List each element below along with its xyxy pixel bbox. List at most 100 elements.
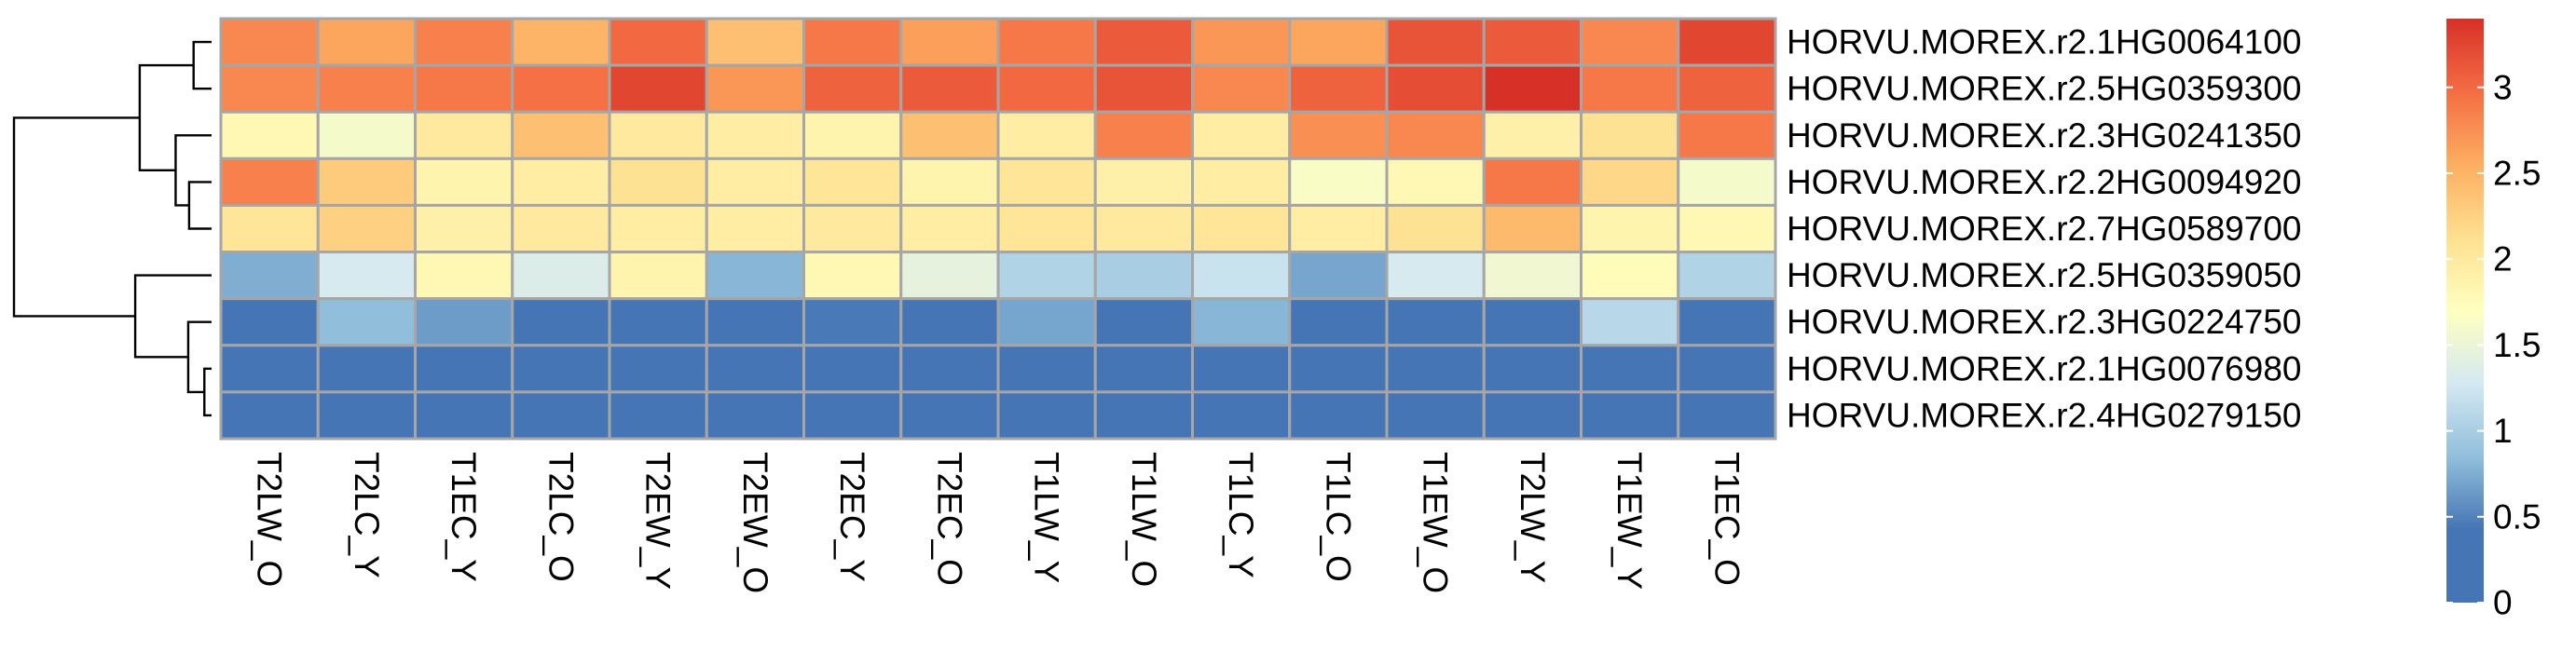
heatmap-cell [1385, 203, 1486, 254]
heatmap-cell [996, 156, 1097, 207]
heatmap-cell [1677, 156, 1777, 207]
legend-tick-label: 1.5 [2493, 326, 2541, 364]
heatmap-cell [705, 17, 805, 67]
heatmap-cell [802, 251, 903, 301]
column-label: T1EW_O [1417, 452, 1455, 593]
heatmap-cell [219, 17, 320, 67]
heatmap-cell [996, 344, 1097, 394]
heatmap-cell [316, 110, 417, 160]
heatmap-cell [608, 344, 708, 394]
heatmap-cell [1093, 17, 1194, 67]
heatmap-cell [511, 156, 611, 207]
dendrogram-branch [174, 134, 212, 207]
heatmap-cell [1482, 203, 1583, 254]
heatmap-cell [802, 156, 903, 207]
row-labels: HORVU.MOREX.r2.1HG0064100 HORVU.MOREX.r2.… [1787, 23, 2302, 435]
heatmap-cell [608, 17, 708, 67]
heatmap-cell [1580, 63, 1680, 114]
heatmap-cell [1288, 63, 1389, 114]
heatmap-cell [1677, 110, 1777, 160]
heatmap-cell [899, 251, 1000, 301]
column-label: T2EW_Y [639, 452, 678, 590]
legend-tick-label: 1 [2493, 412, 2513, 450]
heatmap-cell [1385, 390, 1486, 441]
heatmap-cell [608, 63, 708, 114]
heatmap-cell [414, 251, 514, 301]
heatmap-cell [1288, 17, 1389, 67]
heatmap-cell [705, 156, 805, 207]
dendrogram-branch [203, 367, 212, 417]
column-label: T2LW_O [251, 452, 289, 587]
dendrogram-branch [12, 116, 140, 318]
heatmap-cell [996, 63, 1097, 114]
heatmap-cell [1093, 390, 1194, 441]
heatmap-cell [219, 297, 320, 347]
heatmap-cell [414, 390, 514, 441]
heatmap-cell [414, 17, 514, 67]
heatmap-cell [1580, 390, 1680, 441]
heatmap-cell [511, 390, 611, 441]
column-label: T1LC_Y [1222, 452, 1260, 578]
heatmap-cell [1288, 203, 1389, 254]
heatmap-cell [511, 344, 611, 394]
row-label: HORVU.MOREX.r2.3HG0224750 [1787, 303, 2302, 341]
heatmap-cell [802, 110, 903, 160]
legend-tick-label: 0 [2493, 584, 2513, 622]
heatmap-cell [1191, 110, 1292, 160]
heatmap-cell [705, 203, 805, 254]
heatmap-cell [1191, 156, 1292, 207]
heatmap-cell [1482, 297, 1583, 347]
heatmap-cell [1093, 251, 1194, 301]
heatmap-cell [899, 17, 1000, 67]
dendrogram-branch [133, 274, 212, 359]
heatmap-cell [608, 251, 708, 301]
heatmap-cell [802, 63, 903, 114]
heatmap-cell [316, 17, 417, 67]
heatmap-cell [1288, 297, 1389, 347]
heatmap-cell [219, 63, 320, 114]
heatmap-cell [608, 110, 708, 160]
heatmap-cell [899, 344, 1000, 394]
row-label: HORVU.MOREX.r2.5HG0359050 [1787, 256, 2302, 294]
heatmap-cell [1385, 156, 1486, 207]
column-label: T2LC_Y [348, 452, 386, 578]
column-label: T1EC_Y [445, 452, 483, 582]
heatmap-cell [414, 156, 514, 207]
heatmap-cell [1580, 110, 1680, 160]
heatmap-cell [316, 251, 417, 301]
heatmap-cell [1580, 297, 1680, 347]
heatmap-cell [996, 110, 1097, 160]
heatmap-cell [219, 251, 320, 301]
heatmap-cell [1191, 390, 1292, 441]
heatmap-cell [899, 63, 1000, 114]
heatmap-cell [608, 297, 708, 347]
heatmap-cell [1677, 251, 1777, 301]
heatmap-cell [996, 390, 1097, 441]
heatmap-cell [1580, 203, 1680, 254]
heatmap-cell [1482, 344, 1583, 394]
heatmap-cell [1482, 156, 1583, 207]
dendrogram-branch [138, 63, 194, 172]
heatmap-cell [1677, 297, 1777, 347]
heatmap-cell [1677, 203, 1777, 254]
row-label: HORVU.MOREX.r2.7HG0589700 [1787, 210, 2302, 248]
heatmap-cell [1093, 63, 1194, 114]
legend-tick-label: 2 [2493, 240, 2513, 278]
heatmap-cell [1677, 17, 1777, 67]
column-label: T2EC_O [930, 452, 968, 586]
heatmap-cell [1385, 110, 1486, 160]
heatmap-cell [511, 297, 611, 347]
heatmap-cell [1288, 390, 1389, 441]
heatmap-cell [608, 203, 708, 254]
heatmap-cell [316, 344, 417, 394]
legend-tick-label: 2.5 [2493, 154, 2541, 192]
legend-tick-label: 3 [2493, 68, 2513, 106]
heatmap-cell [414, 297, 514, 347]
dendrogram-branch [187, 181, 212, 230]
row-label: HORVU.MOREX.r2.4HG0279150 [1787, 396, 2302, 434]
column-label: T1LW_O [1125, 452, 1163, 587]
heatmap-cell [899, 297, 1000, 347]
column-label: T1LC_O [1319, 452, 1357, 582]
heatmap-cell [1677, 63, 1777, 114]
heatmap-cell [996, 297, 1097, 347]
